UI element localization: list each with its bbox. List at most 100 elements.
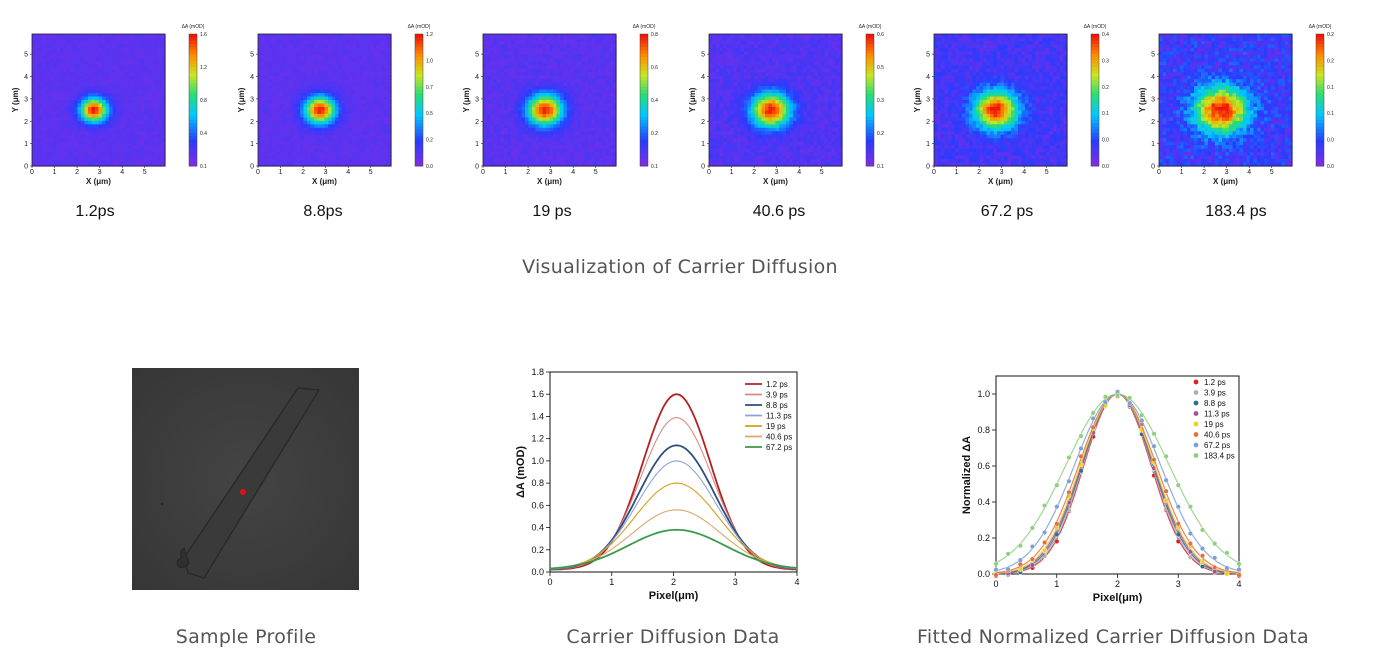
heatmap-cell — [140, 155, 145, 160]
heatmap-cell — [563, 44, 568, 49]
heatmap-cell — [133, 145, 138, 150]
heatmap-cell — [560, 44, 565, 49]
heatmap-cell — [591, 68, 596, 73]
heatmap-cell — [349, 37, 354, 42]
heatmap-cell — [126, 65, 131, 70]
heatmap-cell — [588, 134, 593, 139]
heatmap-cell — [324, 54, 329, 59]
heatmap-cell — [591, 65, 596, 70]
heatmap-cell — [67, 86, 72, 91]
heatmap-cell — [349, 65, 354, 70]
heatmap-cell — [296, 54, 301, 59]
colorbar-segment — [640, 136, 648, 141]
heatmap-cell — [377, 79, 382, 84]
heatmap-cell — [123, 54, 128, 59]
heatmap-cell — [716, 34, 721, 39]
heatmap-cell — [35, 110, 40, 115]
heatmap-cell — [67, 124, 72, 129]
heatmap-cell — [542, 159, 547, 164]
heatmap-cell — [356, 131, 361, 136]
heatmap-cell — [380, 37, 385, 42]
heatmap-cell — [598, 131, 603, 136]
heatmap-cell — [293, 44, 298, 49]
heatmap-cell — [88, 75, 93, 80]
heatmap-cell — [518, 131, 523, 136]
heatmap-cell — [349, 79, 354, 84]
heatmap-cell — [373, 47, 378, 52]
heatmap-cell — [528, 89, 533, 94]
heatmap-cell — [556, 86, 561, 91]
heatmap-cell — [39, 138, 44, 143]
heatmap-cell — [497, 79, 502, 84]
heatmap-cell — [730, 93, 735, 98]
heatmap-cell — [363, 79, 368, 84]
heatmap-cell — [338, 86, 343, 91]
heatmap-cell — [584, 68, 589, 73]
heatmap-cell — [577, 54, 582, 59]
heatmap-cell — [500, 89, 505, 94]
heatmap-cell — [144, 113, 149, 118]
heatmap-cell — [712, 54, 717, 59]
heatmap-cell — [286, 44, 291, 49]
heatmap-cell — [133, 93, 138, 98]
heatmap-cell — [377, 145, 382, 150]
heatmap-cell — [387, 44, 392, 49]
heatmap-cell — [490, 162, 495, 167]
heatmap-cell — [486, 40, 491, 46]
heatmap-cell — [126, 141, 131, 146]
heatmap-cell — [88, 106, 93, 112]
heatmap-cell — [377, 75, 382, 80]
heatmap-cell — [359, 152, 364, 157]
heatmap-cell — [272, 124, 277, 129]
heatmap-cell — [493, 82, 498, 87]
heatmap-cell — [740, 131, 745, 136]
heatmap-cell — [154, 141, 159, 146]
heatmap-cell — [268, 58, 273, 63]
heatmap-cell — [60, 148, 65, 153]
heatmap-cell — [144, 120, 149, 125]
heatmap-cell — [56, 86, 61, 91]
heatmap-cell — [133, 58, 138, 63]
heatmap-cell — [310, 155, 315, 160]
heatmap-cell — [293, 47, 298, 52]
heatmap-cell — [32, 96, 37, 101]
heatmap-cell — [46, 148, 51, 153]
colorbar-segment — [640, 156, 648, 160]
heatmap-cell — [293, 72, 298, 77]
heatmap-cell — [46, 47, 51, 52]
heatmap-cell — [133, 152, 138, 157]
heatmap-cell — [300, 103, 305, 108]
heatmap-cell — [605, 65, 610, 70]
heatmap-cell — [598, 54, 603, 59]
heatmap-cell — [352, 79, 357, 84]
heatmap-cell — [161, 40, 166, 46]
heatmap-cell — [377, 134, 382, 139]
heatmap-cell — [370, 134, 375, 139]
heatmap-cell — [363, 89, 368, 94]
heatmap-cell — [370, 100, 375, 105]
heatmap-cell — [387, 93, 392, 98]
heatmap-cell — [338, 72, 343, 77]
heatmap-cell — [352, 86, 357, 91]
heatmap-cell — [570, 61, 575, 66]
heatmap-cell — [497, 72, 502, 77]
heatmap-cell — [387, 162, 392, 167]
heatmap-cell — [321, 131, 326, 136]
heatmap-cell — [363, 75, 368, 80]
heatmap-cell — [147, 93, 152, 98]
heatmap-cell — [258, 162, 263, 167]
heatmap-cell — [84, 79, 89, 84]
heatmap-cell — [296, 162, 301, 167]
heatmap-cell — [500, 82, 505, 87]
heatmap-cell — [511, 34, 516, 39]
heatmap-cell — [744, 86, 749, 91]
heatmap-x-tick-label: 1 — [53, 169, 57, 176]
heatmap-cell — [500, 44, 505, 49]
heatmap-cell — [535, 134, 540, 139]
heatmap-cell — [373, 145, 378, 150]
heatmap-cell — [349, 155, 354, 160]
heatmap-cell — [88, 117, 93, 122]
heatmap-cell — [56, 141, 61, 146]
heatmap-cell — [747, 54, 752, 59]
heatmap-cell — [77, 134, 82, 139]
